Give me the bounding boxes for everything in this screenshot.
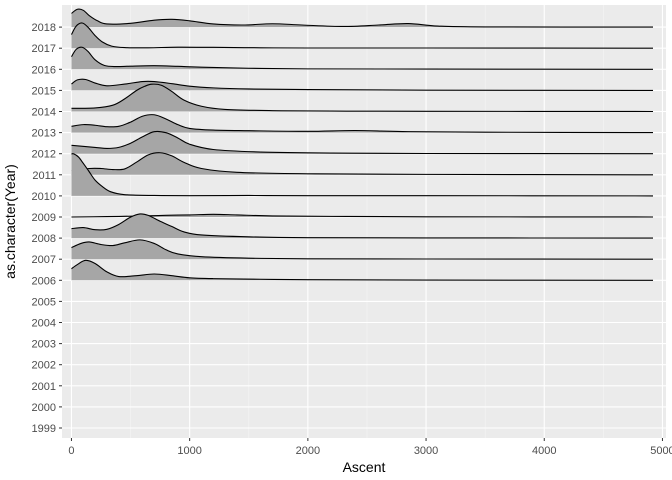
y-tick-label: 2001 [32,381,56,393]
y-tick-label: 2013 [32,128,56,140]
ridge-fill [71,9,653,28]
x-tick-label: 2000 [296,445,320,457]
ridge-line [70,46,654,70]
ridge-line [70,22,654,49]
y-tick-label: 2016 [32,64,56,76]
ridge-line [71,259,654,281]
ridge-fill [71,114,653,133]
x-tick-label: 3000 [414,445,438,457]
x-axis-ticks: 0 1000 2000 3000 4000 5000 [68,438,672,457]
ridge-fill [71,84,653,112]
y-tick-label: 2015 [32,85,56,97]
ridge-line [71,153,654,197]
ridge-2016 [70,46,654,70]
ridge-fill [71,152,653,175]
y-tick-label: 2004 [32,318,56,330]
y-tick-label: 2008 [32,233,56,245]
x-axis-title: Ascent [343,459,386,475]
y-tick-label: 2005 [32,296,56,308]
ridge-2015 [71,78,654,91]
x-tick-label: 4000 [532,445,556,457]
ridge-fill [71,47,653,70]
y-tick-label: 2010 [32,191,56,203]
ridge-2017 [70,22,654,49]
ridge-fill [71,213,653,239]
ridge-line [71,130,654,155]
ridge-line [71,83,654,113]
ridge-line [71,114,654,134]
ridge-2006 [71,259,654,281]
y-tick-label: 2011 [32,170,56,182]
y-tick-label: 2000 [32,402,56,414]
y-tick-label: 2014 [32,107,56,119]
y-tick-label: 2012 [32,149,56,161]
ridge-2012 [71,130,654,155]
ridge-2014 [71,83,654,113]
ridge-fill [71,214,653,217]
x-tick-label: 1000 [177,445,201,457]
ridge-line [71,8,654,28]
ridge-line [71,152,654,176]
y-tick-label: 2017 [32,43,56,55]
ridge-fill [71,260,653,281]
ridge-fill [71,131,653,154]
x-tick-label: 0 [68,445,74,457]
y-tick-label: 2009 [32,212,56,224]
y-tick-label: 2006 [32,275,56,287]
ridge-2007 [71,239,654,260]
ridge-2010 [71,153,654,197]
y-tick-label: 2003 [32,339,56,351]
ridge-2011 [71,152,654,176]
x-tick-label: 5000 [650,445,672,457]
y-axis-title: as.character(Year) [2,164,18,279]
y-tick-label: 1999 [32,423,56,435]
plot-panel [62,5,666,438]
y-axis-ticks: 1999 2000 2001 2002 2003 2004 2005 2006 2007 2008… [32,22,62,435]
y-tick-label: 2007 [32,254,56,266]
ridge-fill [71,79,653,91]
y-tick-label: 2002 [32,360,56,372]
ridge-2018 [71,8,654,28]
ridge-line [71,239,654,260]
ridge-line [71,213,654,239]
ridges [70,8,654,281]
y-tick-label: 2018 [32,22,56,34]
ridge-line [71,78,654,91]
ridge-2008 [71,213,654,239]
ridge-2013 [71,114,654,134]
